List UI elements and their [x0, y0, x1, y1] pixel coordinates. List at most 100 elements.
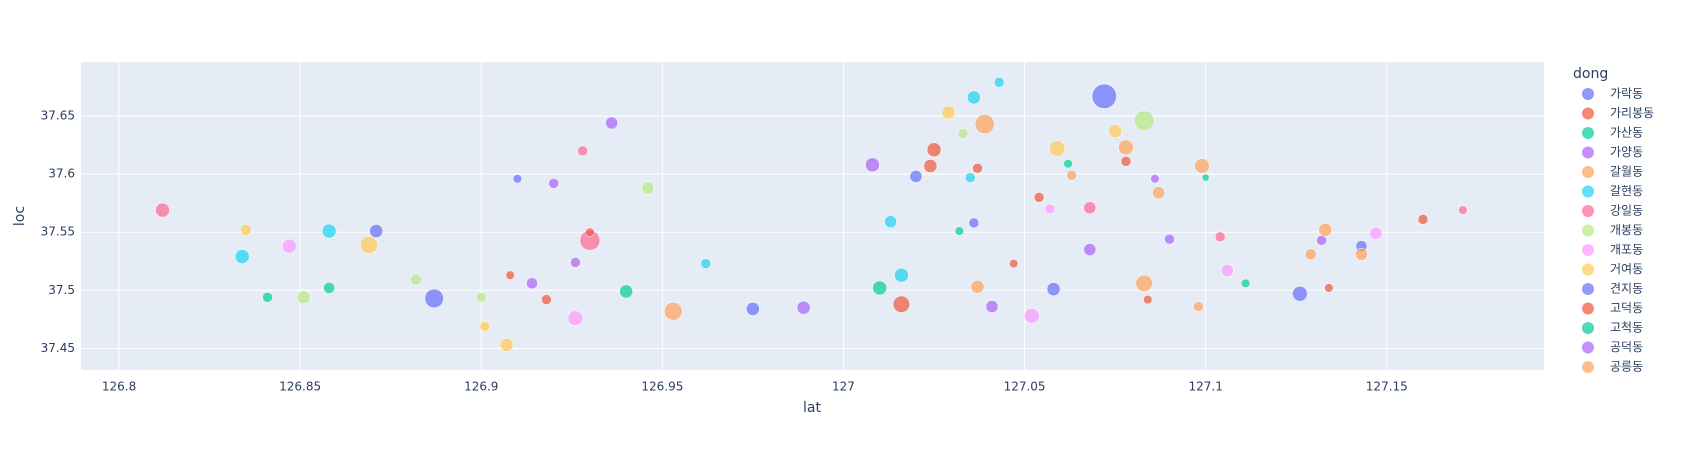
legend-label: 공덕동 — [1610, 340, 1643, 354]
bubble — [570, 257, 581, 268]
legend-marker — [1582, 224, 1594, 237]
legend-label: 가양동 — [1610, 145, 1643, 159]
legend-marker — [1582, 107, 1594, 120]
bubble — [1118, 139, 1134, 156]
bubble — [663, 301, 683, 321]
legend-marker — [1582, 322, 1594, 334]
bubble — [1066, 170, 1077, 181]
bubble — [1120, 156, 1132, 167]
legend-marker — [1582, 361, 1594, 373]
bubble — [505, 270, 515, 280]
bubble — [1324, 283, 1334, 293]
legend-marker — [1582, 302, 1594, 315]
bubble — [974, 114, 995, 135]
bubble — [1143, 295, 1153, 305]
legend-title: dong — [1573, 66, 1608, 82]
legend-marker — [1582, 166, 1594, 178]
bubble — [1033, 192, 1045, 203]
legend-label: 갈월동 — [1610, 165, 1643, 179]
legend-label: 개봉동 — [1610, 223, 1643, 237]
x-tick-label: 127.05 — [1004, 380, 1046, 394]
y-tick-label: 37.55 — [41, 225, 75, 239]
bubble — [941, 105, 956, 120]
bubble — [1240, 278, 1251, 288]
legend-label: 강일동 — [1610, 204, 1643, 218]
legend-label: 견지동 — [1610, 282, 1643, 296]
legend-label: 공릉동 — [1610, 360, 1643, 374]
bubble — [796, 300, 811, 315]
bubble — [1458, 205, 1468, 215]
bubble — [884, 215, 897, 229]
y-tick-label: 37.6 — [48, 167, 75, 181]
bubble — [1083, 243, 1097, 257]
bubble — [1214, 231, 1226, 243]
y-axis-label: loc — [12, 206, 28, 226]
x-tick-label: 127.1 — [1189, 380, 1223, 394]
bubble — [1201, 173, 1210, 182]
x-axis-label: lat — [803, 400, 821, 416]
legend-marker — [1582, 263, 1594, 276]
bubble — [892, 295, 910, 313]
bubble — [968, 217, 980, 229]
bubble — [155, 202, 170, 218]
bubble — [954, 226, 964, 236]
bubble — [1221, 264, 1234, 277]
bubble — [296, 290, 311, 305]
legend-label: 개포동 — [1610, 243, 1643, 257]
bubble — [479, 321, 491, 332]
bubble — [993, 77, 1005, 88]
bubble — [234, 249, 250, 264]
bubble — [641, 181, 655, 195]
bubble — [619, 284, 634, 299]
y-tick-label: 37.5 — [48, 283, 75, 297]
x-tick-label: 126.85 — [279, 380, 321, 394]
bubble — [1152, 186, 1165, 200]
bubble — [369, 224, 384, 238]
x-tick-label: 127.15 — [1366, 380, 1408, 394]
bubble — [926, 142, 942, 158]
bubble — [1024, 308, 1040, 324]
bubble — [1046, 282, 1061, 297]
legend-marker — [1582, 205, 1594, 217]
bubble — [1194, 158, 1210, 174]
bubble — [964, 172, 976, 183]
legend-marker — [1582, 127, 1594, 139]
bubble — [1417, 214, 1429, 225]
bubble — [424, 288, 444, 309]
bubble — [957, 128, 969, 139]
legend-marker — [1582, 185, 1594, 198]
bubble — [281, 238, 297, 254]
legend-marker — [1582, 283, 1594, 295]
x-tick-label: 126.95 — [641, 380, 683, 394]
bubble — [1369, 226, 1383, 240]
bubble — [1135, 274, 1153, 292]
bubble — [700, 258, 712, 269]
bubble — [1292, 286, 1308, 302]
bubble — [1150, 174, 1160, 184]
bubble — [1009, 258, 1019, 269]
legend-label: 고덕동 — [1610, 301, 1643, 315]
x-tick-label: 126.9 — [464, 380, 498, 394]
bubble — [970, 279, 985, 294]
bubble — [1304, 248, 1317, 261]
legend-label: 가리봉동 — [1610, 106, 1654, 120]
legend-marker — [1582, 244, 1594, 256]
bubble — [567, 310, 584, 326]
bubble — [321, 223, 337, 239]
bubble — [526, 277, 538, 290]
bubble — [476, 292, 487, 303]
bubble — [548, 178, 559, 189]
bubble — [1063, 159, 1073, 169]
bubble — [972, 163, 983, 174]
bubble — [410, 274, 422, 286]
bubble — [1164, 233, 1175, 245]
bubble — [360, 236, 378, 254]
bubble — [923, 159, 938, 173]
bubble — [1044, 203, 1056, 215]
bubble — [262, 292, 273, 303]
bubble — [1049, 140, 1066, 157]
bubble — [909, 170, 923, 183]
bubble — [1193, 301, 1204, 312]
bubble — [1083, 201, 1097, 215]
bubble — [894, 267, 909, 283]
